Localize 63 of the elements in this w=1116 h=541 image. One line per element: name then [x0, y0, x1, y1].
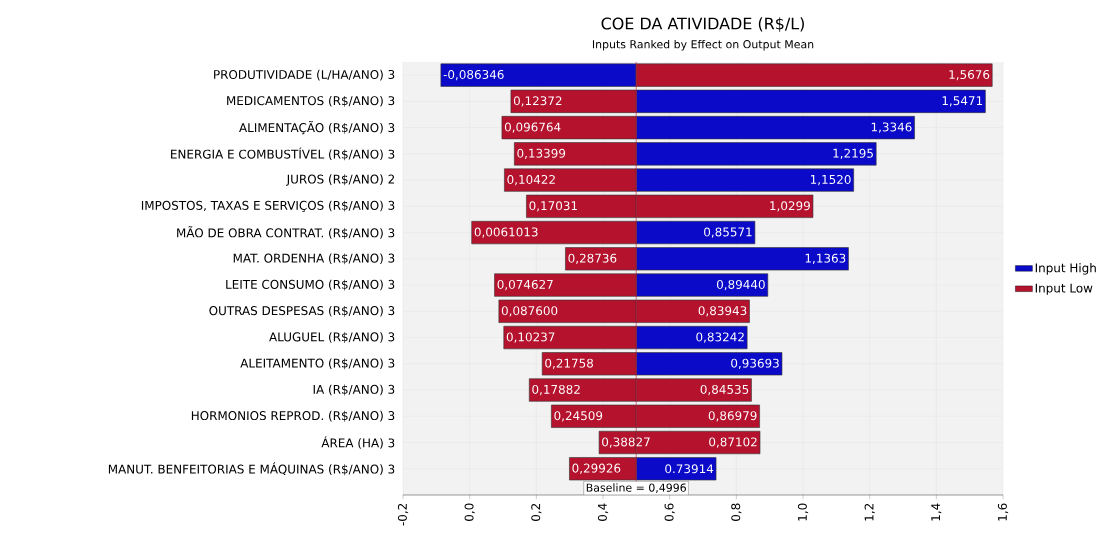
data-label: 0,83943 — [698, 306, 747, 317]
y-tick-label: PRODUTIVIDADE (L/HA/ANO) 3 — [214, 69, 395, 81]
legend-label: Input Low — [1035, 283, 1093, 295]
data-label: 0,10422 — [507, 174, 555, 186]
data-label: 0,85571 — [704, 227, 752, 238]
y-tick-label: ÁREA (HA) 3 — [321, 436, 395, 449]
x-tick-label: 1,6 — [997, 503, 1009, 521]
data-label: 0,38827 — [602, 437, 650, 448]
x-tick-label: 0,2 — [531, 503, 542, 521]
data-label: 0,10237 — [506, 332, 555, 343]
data-label: 0,087600 — [501, 306, 558, 317]
data-label: 0,93693 — [731, 358, 779, 369]
data-label: 1,1520 — [810, 174, 851, 186]
y-tick-label: ENERGIA E COMBUSTÍVEL (R$/ANO) 3 — [171, 147, 395, 161]
x-tick-label: 1,2 — [864, 503, 875, 521]
data-label: 0.73914 — [665, 464, 714, 474]
data-label: 0,83242 — [696, 332, 744, 343]
data-label: 0,13399 — [517, 148, 566, 159]
y-tick-label: ALIMENTAÇÃO (R$/ANO) 3 — [239, 120, 395, 135]
data-label: 0,074627 — [497, 279, 553, 291]
data-label: 0,21758 — [545, 358, 593, 369]
y-tick-label: MANUT. BENFEITORIAS E MÁQUINAS (R$/ANO) 3 — [108, 462, 395, 476]
ref-line-label: Baseline = 0,4996 — [586, 483, 686, 493]
data-label: 0,86979 — [708, 411, 757, 422]
y-tick-label: HORMONIOS REPROD. (R$/ANO) 3 — [191, 410, 395, 422]
data-label: 0,87102 — [709, 437, 757, 448]
data-label: 1,0299 — [770, 201, 810, 212]
x-tick-label: 0,8 — [731, 503, 742, 521]
x-tick-label: 0,0 — [464, 503, 475, 521]
y-tick-label: JUROS (R$/ANO) 2 — [286, 174, 395, 186]
data-label: 0,12372 — [513, 96, 562, 107]
data-label: 0,24509 — [554, 411, 603, 422]
y-tick-label: IA (R$/ANO) 3 — [313, 384, 395, 396]
data-label: 0,096764 — [504, 122, 561, 133]
data-label: 1,5471 — [942, 96, 983, 107]
data-label: 1,2195 — [833, 148, 873, 159]
x-tick-label: 1,4 — [931, 503, 942, 521]
data-label: 0,89440 — [716, 279, 765, 291]
y-tick-label: ALEITAMENTO (R$/ANO) 3 — [240, 358, 395, 370]
y-tick-label: ALUGUEL (R$/ANO) 3 — [269, 332, 395, 343]
data-label: 1,1363 — [805, 253, 846, 264]
data-label: 0,29926 — [572, 463, 621, 474]
y-tick-label: LEITE CONSUMO (R$/ANO) 3 — [226, 279, 395, 291]
y-tick-label: IMPOSTOS, TAXAS E SERVIÇOS (R$/ANO) 3 — [141, 200, 395, 213]
data-label: -0,086346 — [443, 69, 504, 81]
data-label: 0,17882 — [532, 384, 580, 396]
chart-title: COE DA ATIVIDADE (R$/L) — [601, 17, 804, 32]
x-tick-label: 0,4 — [597, 503, 609, 521]
y-tick-label: MEDICAMENTOS (R$/ANO) 3 — [227, 95, 395, 107]
data-label: 1,5676 — [949, 69, 990, 81]
data-label: 0,0061013 — [474, 227, 538, 238]
y-tick-label: MÃO DE OBRA CONTRAT. (R$/ANO) 3 — [177, 226, 395, 239]
legend-label: Input High — [1035, 263, 1096, 275]
x-tick-label: -0,2 — [397, 503, 409, 526]
y-tick-label: OUTRAS DESPESAS (R$/ANO) 3 — [209, 305, 395, 317]
data-label: 0,17031 — [529, 201, 577, 212]
data-label: 0,28736 — [568, 253, 617, 264]
data-label: 0,84535 — [700, 384, 749, 396]
y-tick-label: MAT. ORDENHA (R$/ANO) 3 — [233, 253, 395, 265]
x-tick-label: 1,0 — [797, 503, 809, 521]
x-tick-label: 0,6 — [664, 503, 675, 521]
chart-subtitle: Inputs Ranked by Effect on Output Mean — [592, 39, 814, 51]
data-label: 1,3346 — [871, 122, 912, 133]
